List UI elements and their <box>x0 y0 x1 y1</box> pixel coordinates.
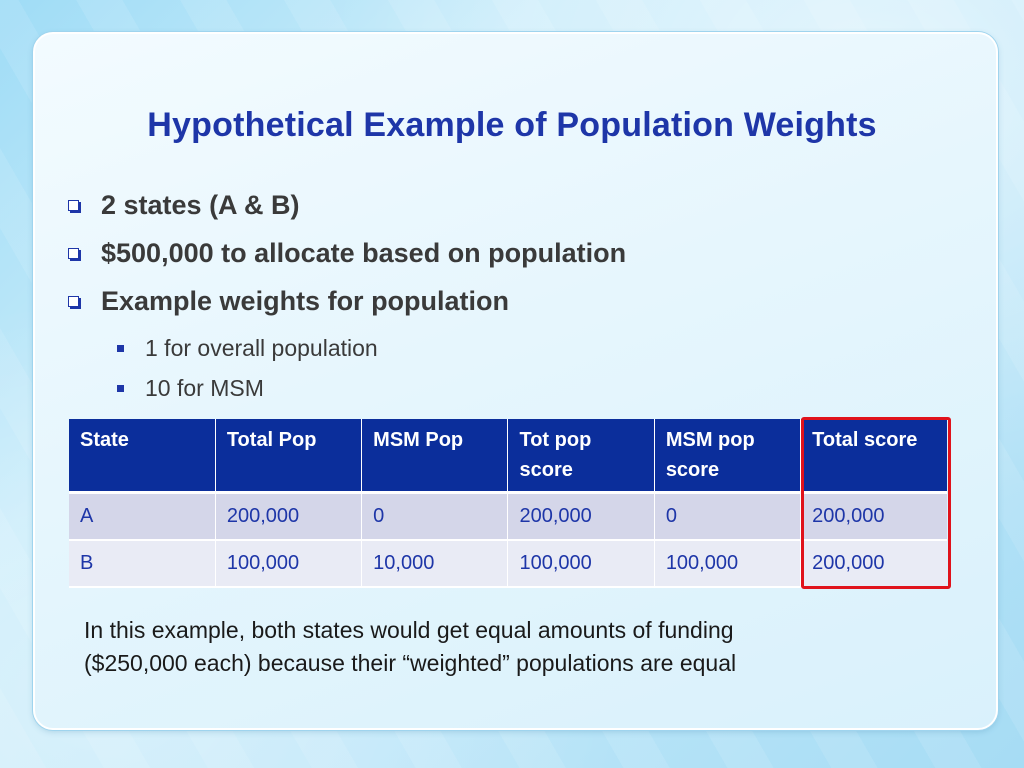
column-header-msm-pop-score: MSM pop score <box>654 419 802 494</box>
table-cell: B <box>69 540 216 588</box>
slide-title: Hypothetical Example of Population Weigh… <box>147 106 877 144</box>
explanation-note: In this example, both states would get e… <box>84 614 736 680</box>
sub-bullet-item: 1 for overall population <box>115 330 378 370</box>
table-cell: 100,000 <box>215 540 363 588</box>
bullet-text: Example weights for population <box>101 286 510 316</box>
sub-bullet-item: 10 for MSM <box>115 370 378 410</box>
table-cell: 100,000 <box>507 540 655 588</box>
table-cell: 200,000 <box>800 540 947 588</box>
table-cell: 0 <box>654 492 802 541</box>
column-header-msm-pop: MSM Pop <box>361 419 509 494</box>
sub-bullet-list: 1 for overall population 10 for MSM <box>115 330 378 410</box>
table-cell: 200,000 <box>507 492 655 541</box>
checkbox-bullet-icon <box>68 248 79 259</box>
sub-bullet-text: 1 for overall population <box>145 335 378 361</box>
bullet-list: 2 states (A & B) $500,000 to allocate ba… <box>64 185 626 329</box>
table-cell: 200,000 <box>800 492 947 541</box>
bullet-item: Example weights for population <box>64 281 626 329</box>
table-cell: 100,000 <box>654 540 802 588</box>
population-table: State Total Pop MSM Pop Tot pop score MS… <box>69 419 947 588</box>
bullet-item: $500,000 to allocate based on population <box>64 233 626 281</box>
table-row: B 100,000 10,000 100,000 100,000 200,000 <box>69 540 947 588</box>
note-line: In this example, both states would get e… <box>84 617 734 643</box>
square-bullet-icon <box>117 345 124 352</box>
sub-bullet-text: 10 for MSM <box>145 375 264 401</box>
column-header-total-pop: Total Pop <box>215 419 363 494</box>
column-header-total-score: Total score <box>800 419 947 494</box>
square-bullet-icon <box>117 385 124 392</box>
column-header-tot-pop-score: Tot pop score <box>507 419 655 494</box>
table-cell: A <box>69 492 216 541</box>
table-cell: 10,000 <box>361 540 509 588</box>
content-panel <box>33 32 998 730</box>
total-score-highlight-box <box>801 417 951 589</box>
table-row: A 200,000 0 200,000 0 200,000 <box>69 492 947 541</box>
table-cell: 0 <box>361 492 509 541</box>
checkbox-bullet-icon <box>68 296 79 307</box>
bullet-item: 2 states (A & B) <box>64 185 626 233</box>
table-cell: 200,000 <box>215 492 363 541</box>
bullet-text: $500,000 to allocate based on population <box>101 238 627 268</box>
table-header-row: State Total Pop MSM Pop Tot pop score MS… <box>69 419 947 494</box>
bullet-text: 2 states (A & B) <box>101 190 300 220</box>
column-header-state: State <box>69 419 216 494</box>
note-line: ($250,000 each) because their “weighted”… <box>84 650 737 676</box>
checkbox-bullet-icon <box>68 200 79 211</box>
